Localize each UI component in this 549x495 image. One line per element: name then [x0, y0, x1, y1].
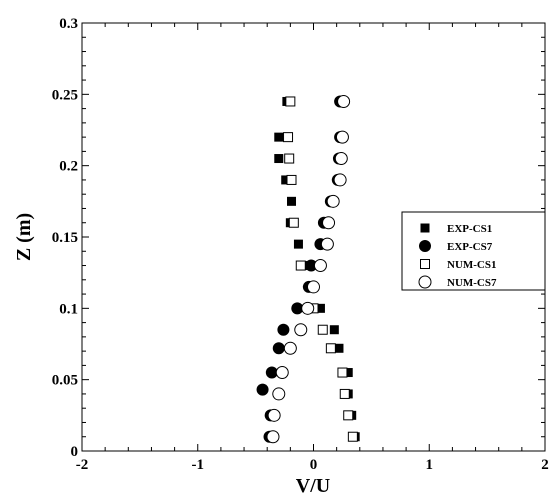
- point-exp-cs1: [287, 196, 297, 206]
- point-num-cs7: [334, 152, 348, 166]
- axis-ticks: [81, 22, 546, 452]
- legend-label-num-cs1: NUM-CS1: [447, 259, 497, 271]
- point-num-cs7: [326, 194, 340, 208]
- point-exp-cs1: [281, 175, 291, 185]
- point-num-cs1: [343, 410, 354, 421]
- point-exp-cs1: [293, 239, 303, 249]
- point-exp-cs7: [305, 259, 318, 272]
- point-exp-cs7: [272, 342, 285, 355]
- point-num-cs1: [285, 96, 296, 107]
- legend-label-exp-cs1: EXP-CS1: [447, 223, 492, 235]
- legend-marker-exp-cs1: [420, 223, 430, 233]
- point-exp-cs7: [291, 302, 304, 315]
- legend-label-num-cs7: NUM-CS7: [447, 277, 497, 289]
- point-num-cs7: [272, 387, 286, 401]
- point-exp-cs7: [265, 366, 278, 379]
- point-num-cs7: [313, 259, 327, 273]
- legend-marker-exp-cs7: [419, 240, 431, 252]
- y-tick-label: 0.2: [59, 159, 78, 175]
- point-num-cs1: [347, 431, 358, 442]
- x-tick-label: 0: [310, 457, 318, 473]
- x-tick-label: 1: [426, 457, 434, 473]
- point-num-cs1: [288, 217, 299, 228]
- point-num-cs7: [294, 323, 308, 337]
- x-tick-label: -1: [192, 457, 205, 473]
- point-num-cs7: [267, 408, 281, 422]
- y-tick-label: 0.05: [52, 373, 78, 389]
- axis-tick-labels: -2 -1 0 1 2 0 0.05 0.1 0.15 0.2 0.25 0.3: [52, 16, 549, 473]
- point-num-cs1: [337, 367, 348, 378]
- point-exp-cs1: [274, 132, 284, 142]
- point-num-cs7: [333, 173, 347, 187]
- y-tick-label: 0: [71, 444, 79, 460]
- point-num-cs1: [284, 153, 295, 164]
- series-num-cs7: [266, 94, 351, 444]
- point-num-cs7: [337, 94, 351, 108]
- y-tick-label: 0.15: [52, 230, 78, 246]
- legend: EXP-CS1 EXP-CS7 NUM-CS1 NUM-CS7: [401, 211, 546, 291]
- point-num-cs7: [307, 280, 320, 294]
- point-exp-cs1: [315, 303, 325, 313]
- point-num-cs1: [325, 343, 336, 354]
- legend-label-exp-cs7: EXP-CS7: [447, 241, 493, 253]
- point-exp-cs7: [277, 323, 290, 336]
- legend-marker-num-cs7: [418, 275, 432, 289]
- point-num-cs1: [283, 132, 294, 143]
- point-exp-cs7: [256, 383, 269, 396]
- point-num-cs7: [320, 237, 334, 251]
- x-axis-title: V/U: [296, 475, 330, 495]
- y-tick-label: 0.1: [59, 301, 78, 317]
- data-points: [256, 94, 360, 444]
- x-tick-label: -2: [76, 457, 89, 473]
- y-tick-label: 0.25: [52, 87, 78, 103]
- point-num-cs7: [301, 301, 315, 315]
- point-num-cs7: [335, 130, 349, 144]
- y-axis-title: Z (m): [13, 213, 35, 261]
- point-num-cs7: [266, 430, 280, 444]
- point-exp-cs1: [334, 343, 344, 353]
- point-exp-cs1: [329, 325, 339, 335]
- point-num-cs7: [322, 216, 336, 230]
- point-num-cs1: [317, 324, 328, 335]
- point-num-cs7: [283, 341, 297, 355]
- y-tick-label: 0.3: [59, 16, 78, 32]
- point-exp-cs1: [274, 154, 284, 164]
- point-exp-cs1: [343, 368, 353, 378]
- point-num-cs7: [275, 366, 289, 380]
- legend-marker-num-cs1: [420, 259, 430, 269]
- x-tick-label: 2: [541, 457, 549, 473]
- point-num-cs1: [339, 388, 350, 399]
- point-num-cs1: [286, 174, 297, 185]
- point-num-cs1: [295, 260, 306, 271]
